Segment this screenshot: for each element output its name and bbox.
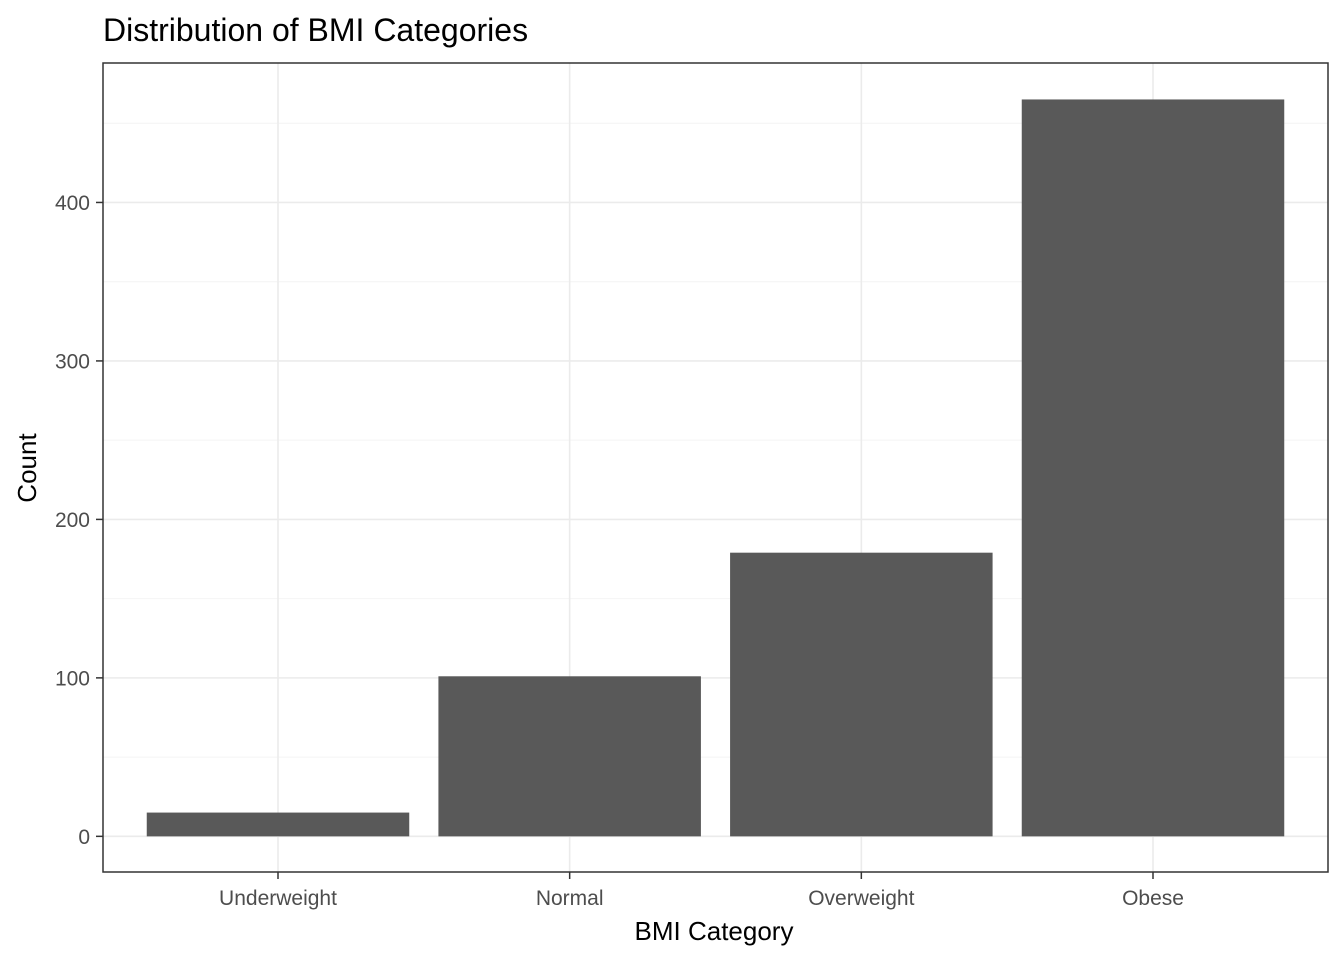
- y-axis-title: Count: [12, 433, 42, 503]
- x-tick-label: Overweight: [808, 887, 914, 910]
- y-tick-label: 400: [55, 192, 90, 215]
- bar-underweight: [146, 812, 410, 837]
- x-tick-label: Normal: [536, 887, 604, 910]
- x-axis: Underweight Normal Overweight Obese: [219, 872, 1184, 910]
- panel-border: [102, 62, 1329, 873]
- y-axis: 0 100 200 300 400: [55, 192, 103, 849]
- x-tick-label: Underweight: [219, 887, 337, 910]
- y-tick-label: 300: [55, 350, 90, 373]
- x-axis-title: BMI Category: [635, 916, 794, 946]
- y-tick-label: 100: [55, 667, 90, 690]
- bar-normal: [438, 676, 701, 837]
- bar-overweight: [730, 552, 993, 837]
- y-tick-label: 200: [55, 509, 90, 532]
- chart-title: Distribution of BMI Categories: [103, 12, 528, 48]
- x-tick-label: Obese: [1122, 887, 1184, 910]
- y-tick-label: 0: [78, 826, 90, 849]
- bar-obese: [1021, 99, 1285, 837]
- bars: [146, 99, 1285, 837]
